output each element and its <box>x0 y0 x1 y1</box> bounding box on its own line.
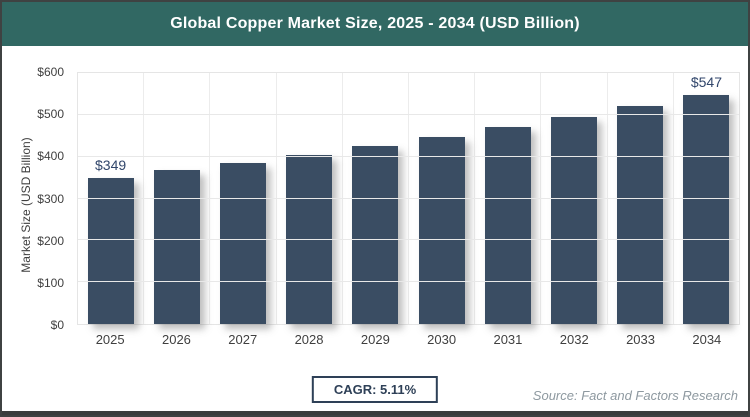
bar-slots: $349 $547 <box>78 73 739 324</box>
bar-2030 <box>418 136 465 324</box>
gridline <box>78 113 739 115</box>
bar-2033 <box>617 106 664 324</box>
source-attribution: Source: Fact and Factors Research <box>532 388 738 403</box>
chart-area: Market Size (USD Billion) $0 $100 $200 $300… <box>2 46 748 350</box>
plot-area: $349 $547 <box>77 72 740 325</box>
x-tick-label: 2032 <box>559 332 589 347</box>
bar-slot <box>343 73 410 324</box>
y-tick-label: $500 <box>37 107 64 122</box>
bar-slot: $547 <box>674 73 739 324</box>
chart-title: Global Copper Market Size, 2025 - 2034 (… <box>170 15 580 32</box>
chart-footer: CAGR: 5.11% Source: Fact and Factors Res… <box>2 350 748 413</box>
bar-2028 <box>286 154 333 324</box>
chart-title-bar: Global Copper Market Size, 2025 - 2034 (… <box>2 2 748 46</box>
y-tick-label: $200 <box>37 233 64 248</box>
y-tick-label: $0 <box>50 318 64 332</box>
bar-data-label: $349 <box>95 157 127 174</box>
x-tick-label: 2033 <box>626 332 655 347</box>
bar-slot <box>608 73 674 324</box>
bar-slot <box>475 73 542 324</box>
y-axis-ticks: $0 $100 $200 $300 $400 $500 $600 <box>2 65 70 332</box>
bar-slot <box>541 73 608 324</box>
bar-slot: $349 <box>78 73 145 324</box>
bar-2026 <box>153 170 200 324</box>
bottom-accent-strip <box>2 411 748 415</box>
x-tick-label: 2028 <box>294 332 324 347</box>
y-tick-label: $300 <box>37 191 64 206</box>
bar-2034 <box>683 95 730 324</box>
bar-slot <box>210 73 277 324</box>
x-tick-label: 2030 <box>427 332 457 347</box>
gridline <box>78 239 739 241</box>
bar-2031 <box>484 126 531 324</box>
y-tick-label: $600 <box>37 65 64 79</box>
y-tick-label: $400 <box>37 149 64 164</box>
bar-2032 <box>551 116 598 324</box>
bar-slot <box>277 73 343 324</box>
bar-2025 <box>87 178 134 324</box>
bar-data-label: $547 <box>690 74 722 91</box>
bar-slot <box>409 73 476 324</box>
cagr-badge: CAGR: 5.11% <box>311 376 439 403</box>
x-tick-label: 2031 <box>493 332 523 347</box>
bar-2027 <box>220 162 266 324</box>
bar-2029 <box>352 145 399 324</box>
x-axis-labels: 2025 2026 2027 2028 2029 2030 2031 2032 2033 2034 <box>77 332 740 352</box>
y-tick-label: $100 <box>37 275 64 290</box>
gridline <box>78 155 739 157</box>
x-tick-label: 2029 <box>360 332 390 347</box>
x-tick-label: 2027 <box>228 332 258 347</box>
x-tick-label: 2026 <box>161 332 191 347</box>
x-tick-label: 2025 <box>95 332 125 347</box>
gridline <box>78 281 739 283</box>
bar-slot <box>144 73 211 324</box>
gridline <box>78 197 739 199</box>
x-tick-label: 2034 <box>692 332 722 347</box>
